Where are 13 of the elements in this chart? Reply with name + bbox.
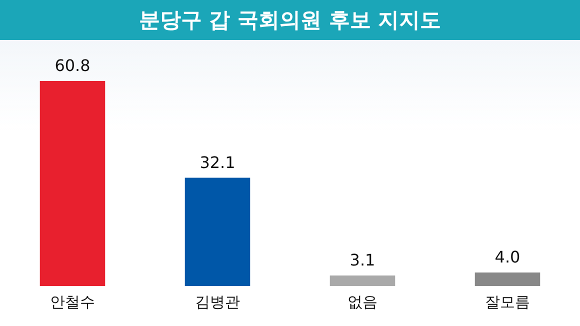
data-label: 3.1	[350, 250, 376, 270]
x-tick-label: 김병관	[195, 292, 240, 311]
data-label: 32.1	[200, 152, 236, 172]
data-label: 60.8	[54, 56, 90, 76]
x-tick-label: 없음	[348, 292, 378, 311]
bar	[184, 178, 250, 286]
data-label: 4.0	[494, 248, 520, 267]
bar	[474, 272, 540, 286]
bar	[40, 81, 106, 286]
chart-title: 분당구 갑 국회의원 후보 지지도	[0, 0, 580, 40]
x-tick-label: 안철수	[50, 292, 95, 311]
x-tick-label: 잘모름	[485, 292, 530, 311]
bar	[330, 276, 396, 286]
